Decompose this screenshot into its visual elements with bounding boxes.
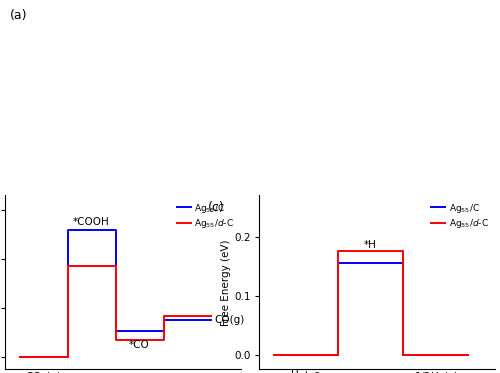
Text: *COOH: *COOH: [73, 217, 110, 227]
Text: (c): (c): [208, 201, 224, 213]
Text: *H: *H: [364, 239, 377, 250]
Text: (a): (a): [10, 9, 28, 22]
Legend: Ag$_{55}$/C, Ag$_{55}$/$d$-C: Ag$_{55}$/C, Ag$_{55}$/$d$-C: [430, 200, 490, 232]
Text: 1/2H$_2$(g): 1/2H$_2$(g): [414, 370, 459, 373]
Legend: Ag$_{55}$/C, Ag$_{55}$/$d$-C: Ag$_{55}$/C, Ag$_{55}$/$d$-C: [176, 200, 236, 232]
Text: *CO: *CO: [129, 340, 150, 350]
Text: H + e: H + e: [290, 370, 320, 373]
Text: CO$_2$(g): CO$_2$(g): [26, 370, 62, 373]
Y-axis label: Free Energy (eV): Free Energy (eV): [221, 239, 231, 326]
Text: CO(g): CO(g): [214, 315, 244, 325]
